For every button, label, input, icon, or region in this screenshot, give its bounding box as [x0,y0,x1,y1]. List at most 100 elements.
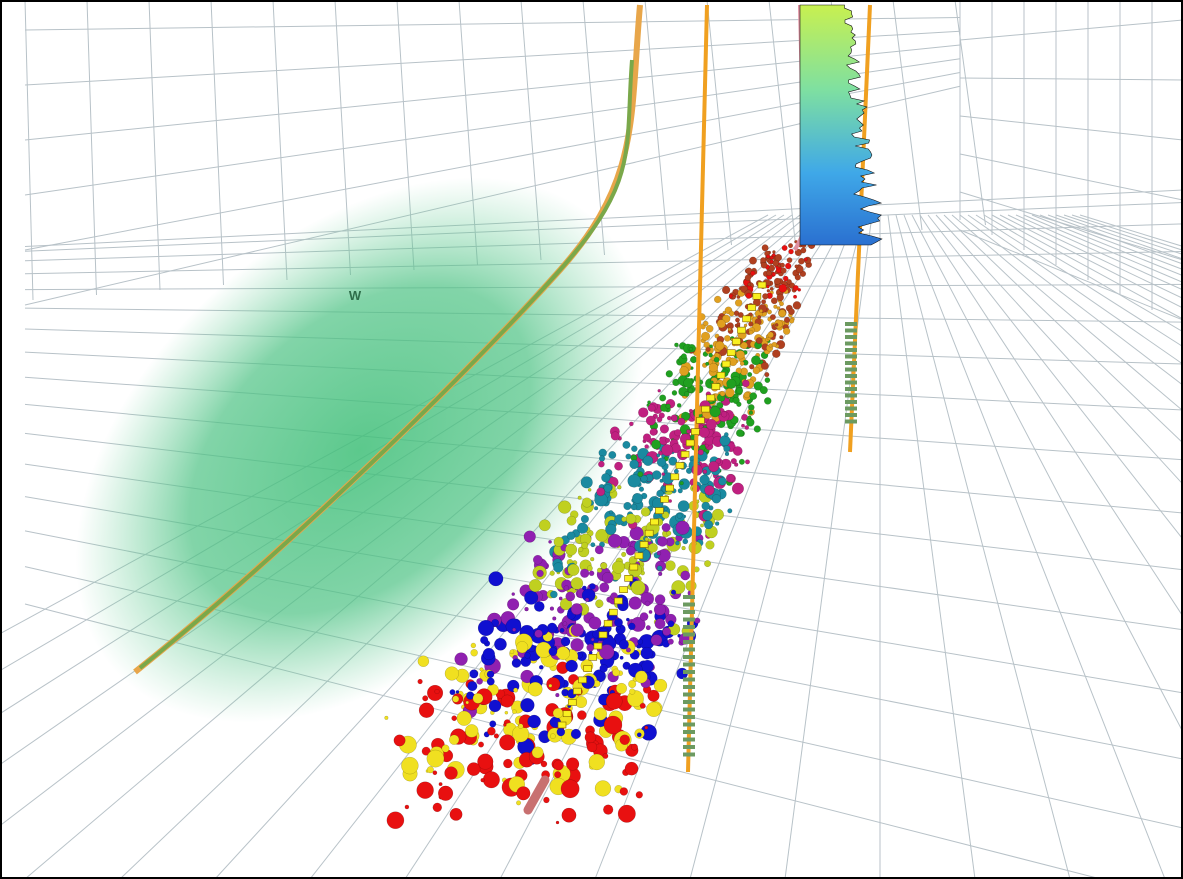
event [628,680,636,688]
event [418,679,423,684]
event [779,310,786,317]
event [512,659,521,668]
event [749,330,753,334]
event [712,494,721,503]
event [609,510,613,514]
event [582,498,592,508]
event [793,301,801,309]
event [566,660,578,672]
event [631,744,637,750]
event [667,416,671,420]
stage [845,329,857,333]
event [442,745,449,752]
event [736,387,743,394]
stage [683,745,695,749]
stage [845,368,857,372]
event [571,624,584,637]
event [611,432,620,441]
event [450,689,456,695]
event [759,309,762,312]
event [571,603,582,614]
event [417,782,434,799]
event [689,347,693,351]
event [640,703,645,708]
event [602,572,613,583]
event [765,372,770,377]
event [553,563,563,573]
event [588,488,591,491]
event [614,462,622,470]
event [599,456,605,462]
event [677,513,682,518]
stage [683,693,695,697]
event [737,322,740,325]
event [681,571,690,580]
stage [683,610,695,614]
event [666,404,671,409]
stage [845,342,857,346]
event [585,732,596,743]
event [606,693,622,709]
event [785,263,791,269]
event [705,485,715,495]
event [751,356,760,365]
event [682,546,686,550]
event [587,742,597,752]
stage [683,640,695,644]
event [517,787,531,801]
event [637,733,641,737]
event [724,432,728,436]
event [798,258,804,264]
event [401,757,418,774]
event [690,356,697,363]
event [524,652,530,658]
event [736,402,741,407]
event [665,438,669,442]
event [760,386,768,394]
event [621,517,626,522]
stage [589,654,597,660]
event [512,593,515,596]
event [533,555,542,564]
stage [645,530,653,536]
event [761,362,768,369]
stage [630,564,638,570]
event [632,493,642,503]
stage [845,394,857,398]
event [775,254,782,261]
stage [845,361,857,365]
event [787,279,792,284]
event [748,322,753,327]
stage [691,429,699,435]
event [561,780,579,798]
event [501,695,514,708]
event [595,546,603,554]
event [779,335,783,339]
event [604,485,612,493]
event [645,601,650,606]
event [587,566,592,571]
event [735,299,742,306]
event [772,250,775,253]
event [631,504,637,510]
event [702,511,712,521]
event [608,534,622,548]
event [708,461,719,472]
stage [845,387,857,391]
event [550,607,554,611]
event [683,539,688,544]
event [731,458,737,464]
event [427,750,444,767]
event [779,284,787,292]
event [681,354,686,359]
event [761,262,767,268]
event [686,429,690,433]
event [777,294,784,301]
event [505,711,508,714]
event [524,591,538,605]
stage [683,633,695,637]
event [600,664,608,672]
event [663,628,671,636]
event [452,696,459,703]
event [651,634,662,645]
